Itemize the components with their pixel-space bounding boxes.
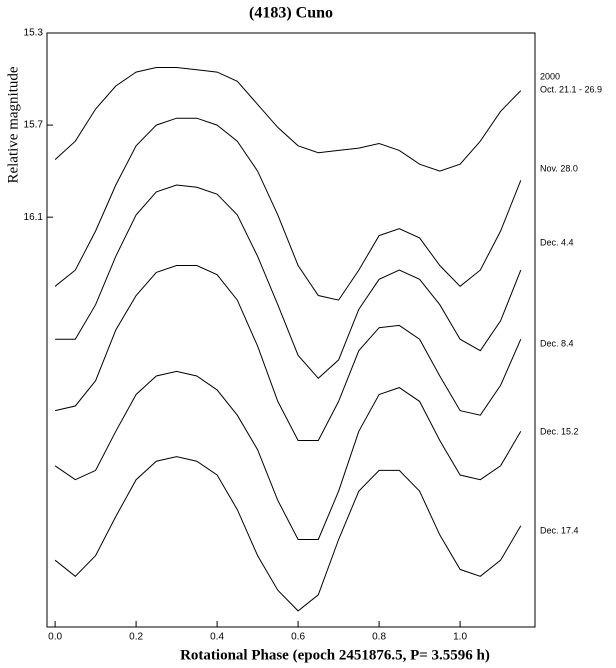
fit-curve — [55, 184, 522, 380]
x-tick-label: 0.4 — [210, 632, 224, 643]
fit-curve — [54, 117, 522, 301]
y-tick-label: 15.7 — [24, 120, 44, 131]
x-tick-label: 0.2 — [129, 632, 143, 643]
year-label: 2000 — [540, 71, 560, 81]
y-tick-label: 16.1 — [24, 212, 44, 223]
y-tick-label: 15.3 — [24, 28, 44, 39]
session-label: Dec. 17.4 — [540, 525, 579, 535]
session-label: Oct. 21.1 - 26.9 — [540, 84, 602, 94]
x-tick-label: 0.8 — [372, 632, 386, 643]
x-tick-label: 0.0 — [48, 632, 62, 643]
fit-curve — [54, 265, 522, 441]
chart-title: (4183) Cuno — [249, 5, 333, 22]
session-label: Dec. 4.4 — [540, 237, 574, 247]
fit-curve — [54, 456, 522, 612]
session-label: Dec. 8.4 — [540, 338, 574, 348]
fit-curve — [54, 67, 522, 172]
plot-frame — [46, 32, 536, 628]
x-axis-label: Rotational Phase (epoch 2451876.5, P= 3.… — [180, 647, 490, 663]
session-label: Nov. 28.0 — [540, 163, 578, 173]
fit-curve — [54, 370, 522, 540]
session-label: Dec. 15.2 — [540, 426, 579, 436]
x-tick-label: 0.6 — [291, 632, 305, 643]
y-axis-label: Relative magnitude — [5, 66, 21, 183]
x-tick-label: 1.0 — [453, 632, 467, 643]
